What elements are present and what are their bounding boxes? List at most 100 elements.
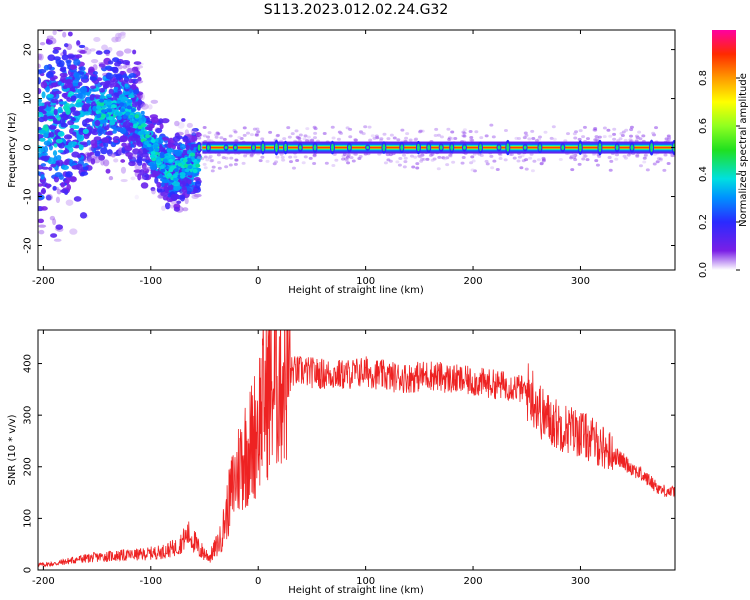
heatmap-cell xyxy=(662,168,667,172)
heatmap-cell xyxy=(211,165,216,169)
heatmap-cell xyxy=(437,155,442,159)
heatmap-cell xyxy=(128,78,134,84)
heatmap-cell xyxy=(84,48,92,55)
heatmap-cell xyxy=(108,116,114,121)
heatmap-cell xyxy=(67,91,75,97)
heatmap-cell xyxy=(84,118,91,124)
heatmap-cell xyxy=(379,137,384,141)
heatmap-cell xyxy=(79,66,86,72)
heatmap-cell xyxy=(65,107,71,115)
heatmap-cell xyxy=(503,158,508,162)
heatmap-cell xyxy=(524,158,529,162)
heatmap-cell xyxy=(643,153,648,157)
heatmap-cell xyxy=(149,154,155,159)
heatmap-cell xyxy=(113,92,119,97)
heatmap-cell xyxy=(595,163,600,167)
heatmap-cell xyxy=(222,137,227,141)
heatmap-cell xyxy=(532,159,537,163)
heatmap-cell xyxy=(177,121,185,129)
heatmap-cell xyxy=(115,32,122,39)
heatmap-cell xyxy=(112,66,119,74)
heatmap-cell xyxy=(80,171,89,176)
heatmap-cell xyxy=(156,188,166,193)
heatmap-cell xyxy=(75,54,83,59)
heatmap-cell xyxy=(345,155,350,159)
heatmap-cell xyxy=(306,135,311,139)
heatmap-cell xyxy=(68,141,76,148)
heatmap-cell xyxy=(114,127,123,132)
heatmap-cell xyxy=(192,187,199,194)
heatmap-cell xyxy=(161,137,169,141)
heatmap-cell xyxy=(205,158,210,162)
heatmap-y-ticks: -20 -10 0 10 20 xyxy=(23,43,675,254)
heatmap-cell xyxy=(38,63,41,69)
heatmap-cell xyxy=(100,109,106,114)
heatmap-cell xyxy=(58,101,67,105)
heatmap-cell xyxy=(552,137,557,141)
heatmap-cell xyxy=(663,153,668,157)
heatmap-cell xyxy=(382,144,386,152)
heatmap-cell xyxy=(608,134,613,138)
heatmap-cell xyxy=(39,41,46,46)
heatmap-cell xyxy=(281,158,286,162)
heatmap-cell xyxy=(370,134,375,138)
heatmap-y-tick-label: 0 xyxy=(23,144,34,150)
heatmap-cell xyxy=(52,150,58,157)
heatmap-cell xyxy=(150,187,156,192)
heatmap-cell xyxy=(566,132,571,136)
heatmap-cell xyxy=(173,149,182,157)
heatmap-cell xyxy=(159,151,165,156)
heatmap-cell xyxy=(45,193,53,201)
heatmap-cell xyxy=(75,73,82,80)
heatmap-cell xyxy=(216,161,221,165)
heatmap-cell xyxy=(517,155,522,159)
heatmap-cell xyxy=(195,163,201,168)
heatmap-cell xyxy=(520,154,525,158)
heatmap-cell xyxy=(609,159,614,163)
heatmap-cell xyxy=(207,131,212,135)
heatmap-cell xyxy=(302,137,307,141)
heatmap-cell xyxy=(161,205,166,211)
heatmap-cell xyxy=(147,104,153,110)
heatmap-cell xyxy=(543,130,548,134)
heatmap-cell xyxy=(106,72,114,80)
heatmap-cell xyxy=(60,189,68,194)
heatmap-cell xyxy=(154,177,159,184)
heatmap-cell xyxy=(234,139,239,143)
heatmap-cell xyxy=(619,131,624,135)
heatmap-cell xyxy=(228,163,233,167)
heatmap-cell xyxy=(173,168,179,173)
heatmap-cell xyxy=(43,132,49,139)
heatmap-cell xyxy=(132,134,141,139)
heatmap-cell xyxy=(229,156,234,160)
heatmap-cell xyxy=(79,19,84,22)
heatmap-cell xyxy=(115,73,123,81)
heatmap-cell xyxy=(184,168,190,173)
heatmap-cell xyxy=(125,111,131,116)
heatmap-cell xyxy=(142,165,148,172)
heatmap-cell xyxy=(70,117,76,122)
heatmap-cell xyxy=(114,61,121,67)
heatmap-cell xyxy=(363,125,368,129)
heatmap-cell xyxy=(101,119,107,123)
heatmap-cell xyxy=(80,74,89,80)
heatmap-cell xyxy=(506,143,510,152)
heatmap-cell xyxy=(398,156,403,160)
heatmap-cell xyxy=(122,121,131,128)
heatmap-cell xyxy=(176,144,182,150)
heatmap-cell xyxy=(38,77,42,85)
heatmap-cell xyxy=(47,115,55,120)
heatmap-cell xyxy=(298,133,303,137)
heatmap-cell xyxy=(186,171,192,176)
heatmap-cell xyxy=(313,131,318,135)
heatmap-cell xyxy=(66,183,72,191)
heatmap-cell xyxy=(106,93,113,99)
heatmap-cell xyxy=(288,160,293,164)
heatmap-cell xyxy=(52,218,57,226)
heatmap-cell xyxy=(94,150,101,157)
heatmap-cell xyxy=(53,108,58,116)
heatmap-cell xyxy=(202,134,207,138)
heatmap-cell xyxy=(125,61,130,66)
heatmap-cell xyxy=(301,161,306,165)
heatmap-cell xyxy=(60,68,67,73)
